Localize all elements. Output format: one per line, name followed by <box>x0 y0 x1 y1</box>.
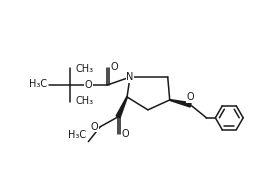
Text: N: N <box>126 72 134 82</box>
Text: H₃C: H₃C <box>68 130 86 140</box>
Text: O: O <box>121 129 129 139</box>
Text: CH₃: CH₃ <box>76 64 94 74</box>
Text: O: O <box>187 92 194 102</box>
Polygon shape <box>116 97 127 118</box>
Text: O: O <box>91 122 98 132</box>
Text: O: O <box>85 80 92 90</box>
Polygon shape <box>170 100 191 107</box>
Text: CH₃: CH₃ <box>76 96 94 106</box>
Text: O: O <box>110 62 118 72</box>
Text: H₃C: H₃C <box>28 79 47 89</box>
